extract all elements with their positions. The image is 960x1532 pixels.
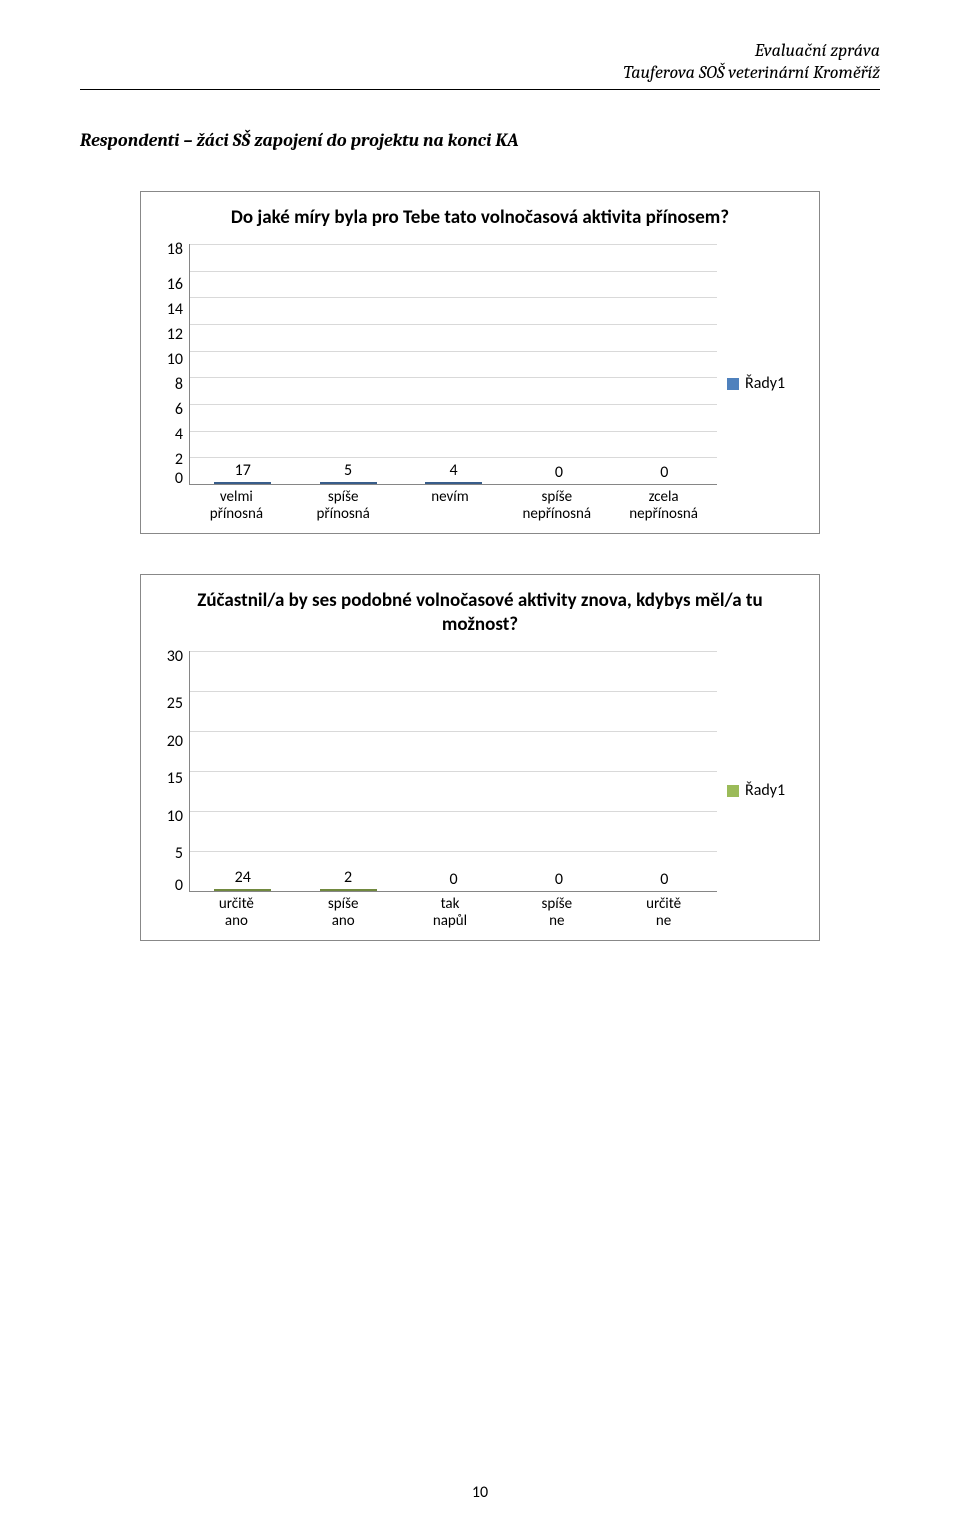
- chart-1-legend-label: Řady1: [745, 374, 785, 393]
- chart2-bar-value: 2: [344, 870, 352, 886]
- chart2-bar-slot: 2: [295, 870, 400, 891]
- page: Evaluační zpráva Tauferova SOŠ veterinár…: [0, 0, 960, 1532]
- chart1-ytick: 16: [167, 277, 183, 293]
- header-rule: [80, 89, 880, 90]
- chart1-xlabel: spíšenepřínosná: [503, 485, 610, 524]
- chart1-bar-slot: 5: [295, 463, 400, 484]
- chart-2-yaxis: 30 25 20 15 10 5 0: [153, 651, 189, 892]
- chart1-ytick: 2: [175, 452, 183, 468]
- chart2-xlabel: taknapůl: [397, 892, 504, 931]
- chart2-xlabel: určitěano: [183, 892, 290, 931]
- chart1-bar: [425, 482, 482, 484]
- chart-1-bars: 17 5 4 0 0: [190, 244, 717, 484]
- chart2-ytick: 30: [167, 649, 183, 665]
- chart-2-bars: 24 2 0 0 0: [190, 651, 717, 891]
- chart2-ytick: 25: [167, 696, 183, 712]
- chart1-ytick: 14: [167, 302, 183, 318]
- chart-1-title: Do jaké míry byla pro Tebe tato volnočas…: [163, 206, 797, 230]
- chart1-ytick: 6: [175, 402, 183, 418]
- chart2-ytick: 0: [175, 878, 183, 894]
- chart-2-legend: Řady1: [717, 651, 807, 931]
- chart1-ytick: 4: [175, 427, 183, 443]
- chart1-ytick: 12: [167, 327, 183, 343]
- chart-2-legend-inner: Řady1: [727, 781, 785, 800]
- chart2-bar-slot: 0: [506, 872, 611, 891]
- chart-1-legend-inner: Řady1: [727, 374, 785, 393]
- chart1-xlabel: spíšepřínosná: [290, 485, 397, 524]
- chart1-ytick: 8: [175, 377, 183, 393]
- header-line-1: Evaluační zpráva: [80, 40, 880, 62]
- chart1-bar: [214, 482, 271, 484]
- chart2-bar-slot: 24: [190, 870, 295, 891]
- chart-1: Do jaké míry byla pro Tebe tato volnočas…: [140, 191, 820, 534]
- chart2-bar-value: 24: [235, 870, 251, 886]
- chart-2-title: Zúčastnil/a by ses podobné volnočasové a…: [163, 589, 797, 637]
- chart-2-body: 302520151050 242000 určitěanospíšeanotak…: [153, 651, 807, 931]
- header-line-2: Tauferova SOŠ veterinární Kroměříž: [80, 62, 880, 84]
- chart2-xlabel: určitěne: [610, 892, 717, 931]
- chart-1-yaxis: 18 16 14 12 10 8 6 4 2 0: [153, 244, 189, 485]
- chart1-bar: [320, 482, 377, 484]
- respondents-line: Respondenti – žáci SŠ zapojení do projek…: [80, 130, 880, 151]
- chart2-bar-value: 0: [555, 872, 563, 888]
- chart2-bar: [214, 889, 271, 891]
- chart-1-xaxis: velmipřínosnáspíšepřínosnánevímspíšenepř…: [183, 485, 717, 524]
- chart2-xlabel: spíšene: [503, 892, 610, 931]
- chart2-xlabel: spíšeano: [290, 892, 397, 931]
- chart1-ytick: 0: [175, 471, 183, 487]
- chart2-bar-value: 0: [660, 872, 668, 888]
- chart1-xlabel: velmipřínosná: [183, 485, 290, 524]
- chart-1-body: 181614121086420 175400 velmipřínosnáspíš…: [153, 244, 807, 524]
- chart2-ytick: 15: [167, 771, 183, 787]
- chart1-ytick: 18: [167, 242, 183, 258]
- chart2-bar: [320, 889, 377, 891]
- chart-2-xaxis: určitěanospíšeanotaknapůlspíšeneurčitěne: [183, 892, 717, 931]
- page-number: 10: [0, 1483, 960, 1502]
- chart2-bar-value: 0: [449, 872, 457, 888]
- chart-2: Zúčastnil/a by ses podobné volnočasové a…: [140, 574, 820, 941]
- chart-1-plotarea: 17 5 4 0 0: [189, 244, 717, 485]
- chart1-bar-slot: 0: [506, 465, 611, 484]
- chart1-xlabel: nevím: [397, 485, 504, 524]
- chart-2-plotrow: 302520151050 242000: [153, 651, 717, 892]
- chart1-bar-value: 17: [235, 463, 251, 479]
- chart-2-legend-swatch: [727, 785, 739, 797]
- chart-1-plotrow: 18 16 14 12 10 8 6 4 2 0 17 5 4 0 0: [153, 244, 717, 485]
- chart2-bar-slot: 0: [612, 872, 717, 891]
- chart-1-left: 181614121086420 175400 velmipřínosnáspíš…: [153, 244, 717, 524]
- chart1-bar-slot: 0: [612, 465, 717, 484]
- chart-2-plotarea: 24 2 0 0 0: [189, 651, 717, 892]
- chart-1-legend-swatch: [727, 378, 739, 390]
- chart1-bar-slot: 17: [190, 463, 295, 484]
- chart1-bar-value: 0: [660, 465, 668, 481]
- chart-2-legend-label: Řady1: [745, 781, 785, 800]
- chart-1-legend: Řady1: [717, 244, 807, 524]
- chart2-ytick: 20: [167, 734, 183, 750]
- chart2-ytick: 10: [167, 809, 183, 825]
- chart1-bar-slot: 4: [401, 463, 506, 484]
- chart2-bar-slot: 0: [401, 872, 506, 891]
- chart1-xlabel: zcelanepřínosná: [610, 485, 717, 524]
- chart2-ytick: 5: [175, 846, 183, 862]
- chart1-bar-value: 4: [449, 463, 457, 479]
- chart1-bar-value: 5: [344, 463, 352, 479]
- chart1-bar-value: 0: [555, 465, 563, 481]
- chart1-ytick: 10: [167, 352, 183, 368]
- chart-2-left: 302520151050 242000 určitěanospíšeanotak…: [153, 651, 717, 931]
